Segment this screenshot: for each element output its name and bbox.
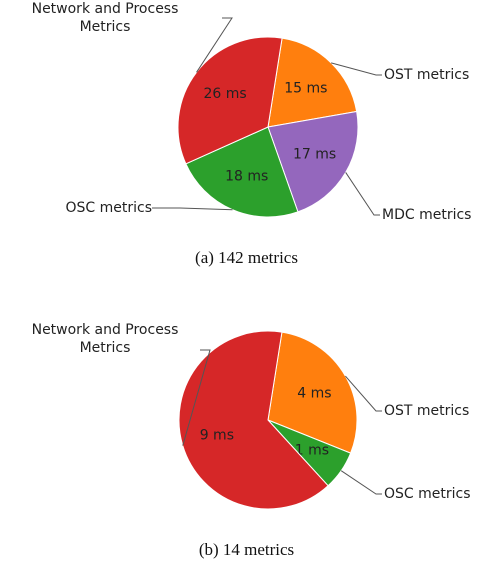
slice-category-label: OST metrics <box>384 403 470 419</box>
pie-slice <box>267 37 358 128</box>
slice-value-label: 4 ms <box>297 386 331 402</box>
leader-line <box>345 375 382 412</box>
pie-slice <box>178 330 329 510</box>
chart-caption: (b) 14 metrics <box>198 540 295 559</box>
leader-line <box>196 17 233 73</box>
pie-slice <box>177 36 283 165</box>
pie-slice <box>267 331 358 454</box>
slice-category-label: MDC metrics <box>382 207 472 223</box>
leader-line <box>340 470 382 495</box>
slice-value-label: 9 ms <box>200 427 234 443</box>
slice-value-label: 26 ms <box>204 86 247 102</box>
slice-category-label: OSC metrics <box>65 200 152 216</box>
chart-caption: (a) 142 metrics <box>195 248 298 267</box>
leader-line <box>182 349 211 446</box>
slice-category-label: Network and Process Metrics <box>31 322 179 356</box>
slice-value-label: 1 ms <box>295 442 329 458</box>
slice-value-label: 17 ms <box>293 146 336 162</box>
leader-line <box>330 62 382 76</box>
leader-line <box>152 207 233 211</box>
leader-line <box>345 172 380 216</box>
slice-category-label: Network and Process Metrics <box>31 1 179 35</box>
slice-value-label: 18 ms <box>225 169 268 185</box>
pie-slice <box>267 110 359 213</box>
slice-value-label: 15 ms <box>284 81 327 97</box>
pie-slice <box>185 126 299 218</box>
slice-category-label: OST metrics <box>384 67 470 83</box>
slice-category-label: OSC metrics <box>384 486 471 502</box>
